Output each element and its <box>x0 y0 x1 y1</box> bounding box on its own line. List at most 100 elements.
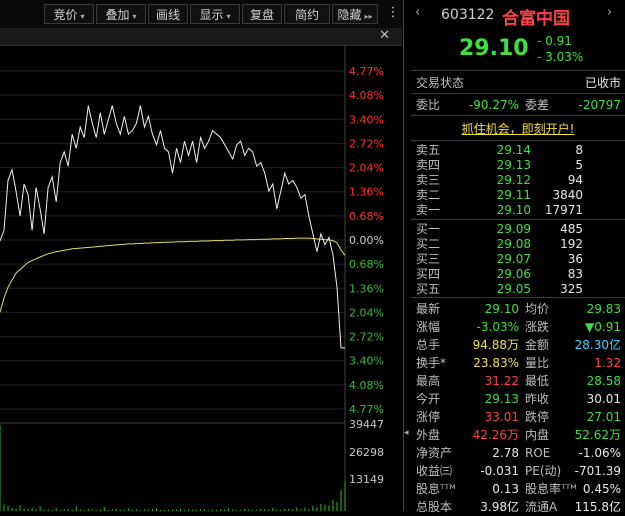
draw-line-label: 画线 <box>155 8 180 22</box>
stat-value: ▼0.91 <box>585 320 621 334</box>
last-price: 29.10 <box>459 36 529 61</box>
stat-label: 总手 <box>416 338 441 352</box>
panel-divider[interactable]: ◂ <box>403 0 412 511</box>
wc-value: -20797 <box>578 98 621 112</box>
bid-row[interactable]: 买五 29.05 325 <box>411 281 625 298</box>
ask-row[interactable]: 卖五 29.14 8 <box>411 142 625 159</box>
ask-level-label: 卖一 <box>416 203 441 217</box>
price-change: - 0.91 <box>537 34 572 48</box>
stat-value: 28.30亿 <box>574 338 621 352</box>
pct-tick-label: 1.36% <box>349 186 384 199</box>
bid-row[interactable]: 买二 29.08 192 <box>411 236 625 253</box>
stat-label: 股息率ᵀᵀᴹ <box>525 482 577 496</box>
close-icon[interactable]: ✕ <box>379 28 390 43</box>
stat-label: 均价 <box>525 302 550 316</box>
draw-line-button[interactable]: 画线 <box>148 4 188 24</box>
bid-volume: 485 <box>560 222 583 236</box>
replay-label: 复盘 <box>249 8 274 22</box>
stat-value: -0.031 <box>480 464 519 478</box>
stat-label: 内盘 <box>525 428 550 442</box>
ask-level-label: 卖四 <box>416 158 441 172</box>
stat-value: 52.62万 <box>574 428 621 442</box>
bid-level-label: 买三 <box>416 252 441 266</box>
hide-button[interactable]: 隐藏 ▸▸ <box>332 4 378 24</box>
intraday-chart: 4.77% 4.08% 3.40% 2.72% 2.04% 1.36% 0.68% 0.00%… <box>0 45 384 511</box>
bid-price: 29.08 <box>496 237 531 251</box>
volume-tick-label: 13149 <box>349 473 384 486</box>
pct-tick-label: 4.08% <box>349 379 384 392</box>
stat-value: 27.01 <box>586 410 621 424</box>
stat-label: 换手* <box>416 356 447 370</box>
stat-label: 最高 <box>416 374 441 388</box>
stats-row: 涨停 33.01 跌停 27.01 <box>411 409 625 426</box>
stats-row: 总股本 3.98亿 流通A 115.8亿 <box>411 499 625 516</box>
hide-label: 隐藏 <box>337 8 362 22</box>
ask-row[interactable]: 卖三 29.12 94 <box>411 172 625 189</box>
bid-row[interactable]: 买三 29.07 36 <box>411 251 625 268</box>
stat-value: 115.8亿 <box>574 500 621 514</box>
bid-volume: 192 <box>560 237 583 251</box>
stat-value: 31.22 <box>484 374 519 388</box>
stat-value: 30.01 <box>586 392 621 406</box>
bid-price: 29.09 <box>496 222 531 236</box>
pct-tick-label: 1.36% <box>349 282 384 295</box>
stat-value: 28.58 <box>586 374 621 388</box>
prev-stock-icon[interactable]: ‹ <box>415 5 421 20</box>
ask-price: 29.11 <box>496 188 531 202</box>
pct-tick-label: 2.04% <box>349 306 384 319</box>
stat-label: 股息ᵀᵀᴹ <box>416 482 456 496</box>
stat-value: 94.88万 <box>472 338 519 352</box>
next-stock-icon[interactable]: › <box>607 5 613 20</box>
ask-level-label: 卖三 <box>416 173 441 187</box>
pct-tick-label: 0.68% <box>349 258 384 271</box>
stat-label: 最低 <box>525 374 550 388</box>
pct-tick-label: 3.40% <box>349 355 384 368</box>
stat-label: 收益㈢ <box>416 464 453 478</box>
trade-status-value: 已收市 <box>584 76 621 90</box>
ask-price: 29.12 <box>496 173 531 187</box>
dropdown-icon: ▾ <box>80 12 85 21</box>
bid-row[interactable]: 买四 29.06 83 <box>411 266 625 283</box>
pct-tick-label: 4.77% <box>349 65 384 78</box>
stat-value: 2.78 <box>492 446 519 460</box>
bid-level-label: 买一 <box>416 222 441 236</box>
pct-tick-label: 2.04% <box>349 162 384 175</box>
chart-grid <box>0 45 346 511</box>
display-button[interactable]: 显示 ▾ <box>190 4 240 24</box>
stats-row: 净资产 2.78 ROE -1.06% <box>411 445 625 462</box>
bid-price: 29.06 <box>496 267 531 281</box>
stat-label: 涨跌 <box>525 320 550 334</box>
overlay-button[interactable]: 叠加 ▾ <box>96 4 146 24</box>
menu-icon[interactable]: ⋮ <box>386 5 400 20</box>
stat-value: 0.13 <box>492 482 519 496</box>
average-price-line <box>0 237 346 313</box>
dropdown-icon: ▾ <box>132 12 137 21</box>
bid-price: 29.05 <box>496 282 531 296</box>
stat-label: 总股本 <box>416 500 453 514</box>
stats-row: 总手 94.88万 金额 28.30亿 <box>411 337 625 354</box>
stat-value: -701.39 <box>574 464 621 478</box>
stat-label: 跌停 <box>525 410 550 424</box>
wb-value: -90.27% <box>468 98 519 112</box>
bid-row[interactable]: 买一 29.09 485 <box>411 221 625 238</box>
ask-price: 29.10 <box>496 203 531 217</box>
ask-price: 29.14 <box>496 143 531 157</box>
auction-button[interactable]: 竞价 ▾ <box>44 4 94 24</box>
stats-row: 最新 29.10 均价 29.83 <box>411 301 625 318</box>
volume-tick-label: 26298 <box>349 446 384 459</box>
open-account-link[interactable]: 抓住机会，即刻开户! <box>461 122 575 136</box>
bid-level-label: 买二 <box>416 237 441 251</box>
simple-button[interactable]: 简约 <box>284 4 330 24</box>
pct-tick-label: 4.77% <box>349 403 384 416</box>
order-ratio-row: 委比 -90.27% 委差 -20797 <box>411 97 625 114</box>
replay-button[interactable]: 复盘 <box>242 4 282 24</box>
price-change-pct: - 3.03% <box>537 50 584 64</box>
ask-row[interactable]: 卖二 29.11 3840 <box>411 187 625 204</box>
ask-row[interactable]: 卖四 29.13 5 <box>411 157 625 174</box>
collapse-arrow-icon[interactable]: ◂ <box>404 428 409 438</box>
ask-volume: 5 <box>575 158 583 172</box>
pct-tick-label: 2.72% <box>349 137 384 150</box>
ask-volume: 94 <box>567 173 583 187</box>
ask-volume: 3840 <box>552 188 583 202</box>
ask-row[interactable]: 卖一 29.10 17971 <box>411 202 625 219</box>
